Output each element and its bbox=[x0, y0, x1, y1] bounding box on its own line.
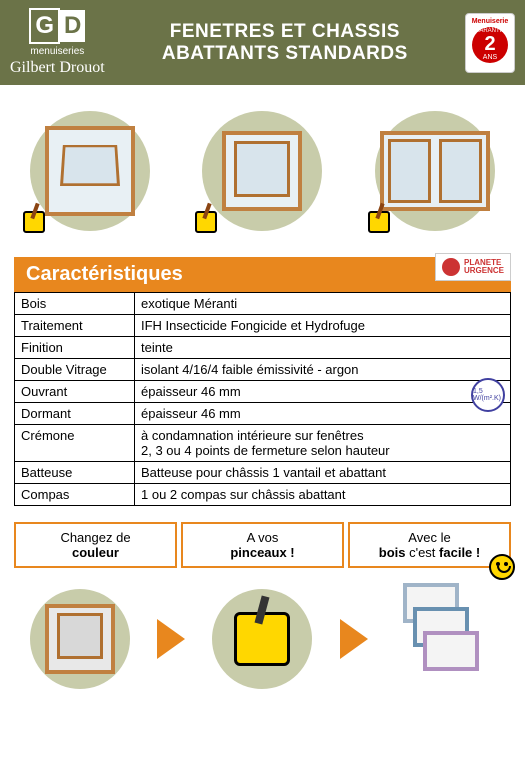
process-row bbox=[0, 576, 525, 714]
header: G D menuiseries Gilbert Drouot FENETRES … bbox=[0, 0, 525, 85]
spec-label: Crémone bbox=[15, 425, 135, 462]
page-title: FENETRES ET CHASSIS ABATTANTS STANDARDS bbox=[113, 21, 457, 65]
process-samples bbox=[390, 584, 500, 694]
callout-color: Changez de couleur bbox=[14, 522, 177, 568]
spec-value: exotique Méranti bbox=[135, 293, 511, 315]
logo-letter-g: G bbox=[29, 8, 60, 44]
table-row: Crémoneà condamnation intérieure sur fen… bbox=[15, 425, 511, 462]
callout-brushes: A vos pinceaux ! bbox=[181, 522, 344, 568]
callout-bold: couleur bbox=[72, 545, 119, 560]
logo-subtitle: menuiseries bbox=[30, 46, 84, 57]
table-row: Double Vitrageisolant 4/16/4 faible émis… bbox=[15, 359, 511, 381]
product-single-window bbox=[187, 101, 337, 241]
product-tilting-window bbox=[15, 101, 165, 241]
product-images-row bbox=[0, 85, 525, 257]
spec-value: IFH Insecticide Fongicide et Hydrofuge bbox=[135, 315, 511, 337]
warranty-ans: ANS bbox=[483, 54, 497, 61]
spec-label: Traitement bbox=[15, 315, 135, 337]
spec-label: Ouvrant bbox=[15, 381, 135, 403]
warranty-badge: Menuiserie GARANTIE 2 ANS bbox=[465, 13, 515, 73]
bottom-callouts: Changez de couleur A vos pinceaux ! Avec… bbox=[14, 522, 511, 568]
leaf-icon bbox=[442, 258, 460, 276]
table-row: Boisexotique Méranti bbox=[15, 293, 511, 315]
table-row: Finitionteinte bbox=[15, 337, 511, 359]
smiley-icon bbox=[489, 554, 515, 580]
table-row: TraitementIFH Insecticide Fongicide et H… bbox=[15, 315, 511, 337]
paint-can-icon bbox=[23, 211, 53, 241]
spec-label: Batteuse bbox=[15, 462, 135, 484]
process-window bbox=[25, 584, 135, 694]
planete-sub: URGENCE bbox=[464, 267, 504, 275]
paint-can-icon bbox=[368, 211, 398, 241]
color-sample bbox=[423, 631, 479, 671]
planete-urgence-badge: PLANETE URGENCE bbox=[435, 253, 511, 281]
spec-value: à condamnation intérieure sur fenêtres 2… bbox=[135, 425, 511, 462]
callout-text: Changez de bbox=[60, 530, 130, 545]
spec-value: isolant 4/16/4 faible émissivité - argon bbox=[135, 359, 511, 381]
callout-bold: bois bbox=[379, 545, 406, 560]
table-row: Dormantépaisseur 46 mm bbox=[15, 403, 511, 425]
paint-can-icon bbox=[195, 211, 225, 241]
warranty-label: Menuiserie bbox=[472, 18, 509, 25]
brand-logo: G D menuiseries Gilbert Drouot bbox=[10, 8, 105, 77]
arrow-icon bbox=[340, 619, 368, 659]
spec-value: épaisseur 46 mm bbox=[135, 381, 511, 403]
spec-label: Bois bbox=[15, 293, 135, 315]
arrow-icon bbox=[157, 619, 185, 659]
spec-label: Compas bbox=[15, 484, 135, 506]
spec-label: Double Vitrage bbox=[15, 359, 135, 381]
callout-text: Avec le bbox=[408, 530, 450, 545]
title-line-2: ABATTANTS STANDARDS bbox=[113, 43, 457, 65]
callout-text: A vos bbox=[247, 530, 279, 545]
spec-value: 1 ou 2 compas sur châssis abattant bbox=[135, 484, 511, 506]
spec-label: Finition bbox=[15, 337, 135, 359]
spec-value: teinte bbox=[135, 337, 511, 359]
product-double-window bbox=[360, 101, 510, 241]
spec-label: Dormant bbox=[15, 403, 135, 425]
process-paint bbox=[207, 584, 317, 694]
logo-letter-d: D bbox=[60, 10, 85, 42]
brand-name: Gilbert Drouot bbox=[10, 59, 105, 77]
callout-wood: Avec le bois c'est facile ! bbox=[348, 522, 511, 568]
warranty-years: 2 bbox=[484, 34, 495, 54]
spec-value: Batteuse pour châssis 1 vantail et abatt… bbox=[135, 462, 511, 484]
table-row: Ouvrantépaisseur 46 mm bbox=[15, 381, 511, 403]
table-row: Compas1 ou 2 compas sur châssis abattant bbox=[15, 484, 511, 506]
specifications-table: Boisexotique MérantiTraitementIFH Insect… bbox=[14, 292, 511, 506]
spec-value: épaisseur 46 mm bbox=[135, 403, 511, 425]
callout-bold: pinceaux ! bbox=[230, 545, 294, 560]
title-line-1: FENETRES ET CHASSIS bbox=[113, 21, 457, 43]
table-row: BatteuseBatteuse pour châssis 1 vantail … bbox=[15, 462, 511, 484]
thermal-badge: 1,5 W/(m².K) bbox=[471, 378, 505, 412]
